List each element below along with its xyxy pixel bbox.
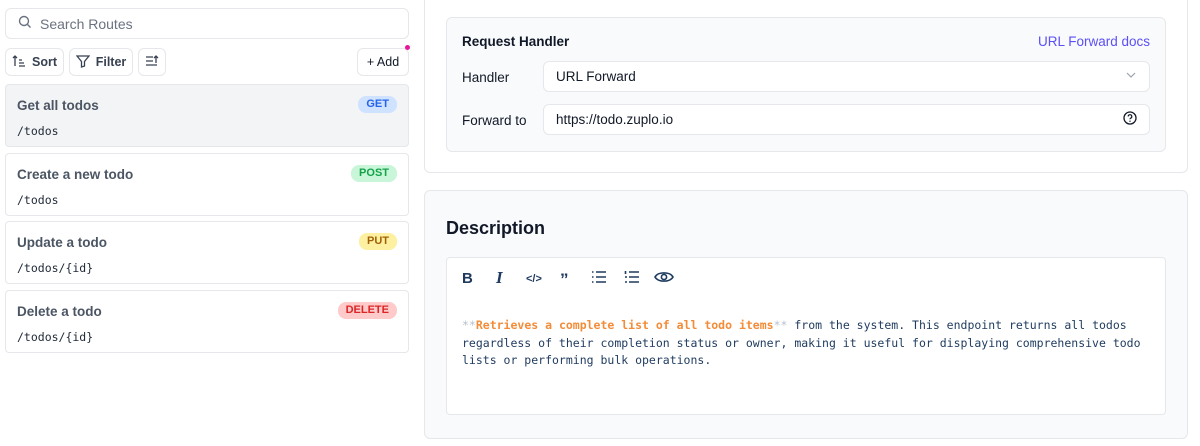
route-path: /todos	[17, 124, 59, 138]
chevron-down-icon	[1125, 69, 1137, 84]
method-badge: GET	[358, 96, 397, 113]
method-badge: POST	[351, 165, 397, 182]
preview-eye-icon[interactable]	[654, 270, 674, 288]
handler-label: Handler	[462, 70, 510, 85]
method-badge: DELETE	[337, 302, 397, 319]
route-title: Delete a todo	[17, 304, 102, 319]
sort-button[interactable]: Sort	[5, 48, 64, 76]
description-title: Description	[446, 218, 546, 238]
numbered-list-icon[interactable]	[624, 270, 640, 288]
route-path: /todos	[17, 193, 59, 207]
filter-icon	[75, 54, 91, 71]
route-item[interactable]: Create a new todo POST/todos	[5, 153, 409, 216]
description-text[interactable]: **Retrieves a complete list of all todo …	[462, 318, 1141, 367]
sort-icon	[12, 54, 26, 71]
route-title: Update a todo	[17, 235, 107, 250]
filter-button[interactable]: Filter	[69, 48, 133, 76]
italic-icon[interactable]: I	[496, 268, 503, 287]
route-item[interactable]: Delete a todo DELETE/todos/{id}	[5, 290, 409, 353]
forward-to-label: Forward to	[462, 113, 527, 128]
request-handler-title: Request Handler	[462, 34, 570, 49]
route-title: Create a new todo	[17, 167, 134, 182]
route-item[interactable]: Update a todo PUT/todos/{id}	[5, 221, 409, 284]
help-icon[interactable]	[1123, 111, 1137, 128]
forward-to-input[interactable]: https://todo.zuplo.io	[543, 104, 1150, 135]
search-icon	[18, 15, 32, 32]
method-badge: PUT	[359, 233, 397, 250]
route-path: /todos/{id}	[17, 330, 94, 344]
route-title: Get all todos	[17, 98, 99, 113]
bold-icon[interactable]: B	[462, 270, 473, 287]
url-forward-docs-link[interactable]: URL Forward docs	[1037, 34, 1150, 49]
route-path: /todos/{id}	[17, 261, 94, 275]
handler-select[interactable]: URL Forward	[543, 61, 1150, 92]
add-route-button[interactable]: + Add	[357, 48, 409, 76]
reorder-button[interactable]	[138, 48, 166, 76]
code-icon[interactable]: </>	[526, 273, 542, 285]
description-editor[interactable]: B I </> ” **Retrieves a complete list of…	[446, 257, 1166, 415]
search-input[interactable]: Search Routes	[5, 8, 409, 39]
reorder-icon	[145, 54, 159, 71]
quote-icon[interactable]: ”	[560, 270, 569, 289]
bullet-list-icon[interactable]	[591, 270, 607, 288]
notification-dot	[405, 45, 410, 50]
route-item[interactable]: Get all todos GET/todos	[5, 84, 409, 147]
